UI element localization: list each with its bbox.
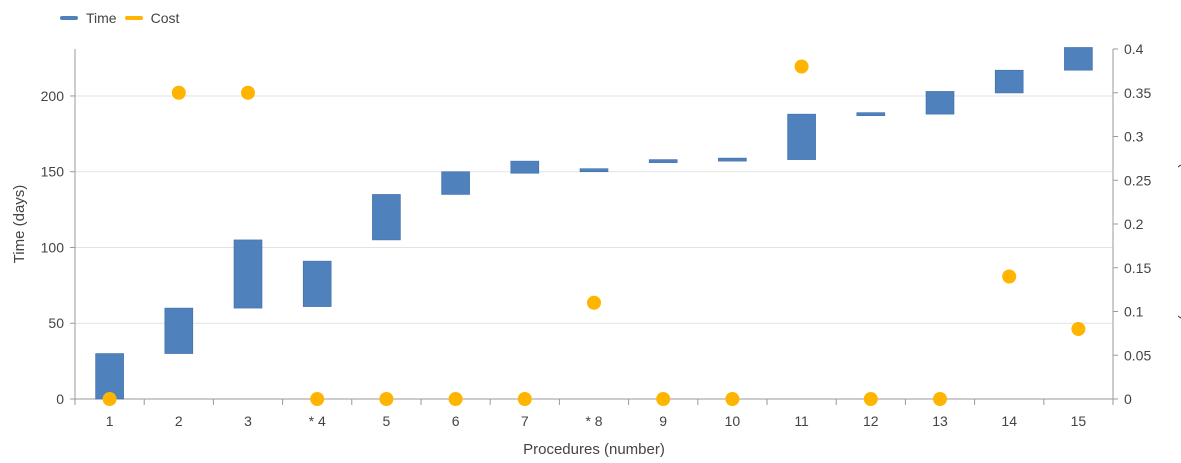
- bar-time: [787, 113, 816, 160]
- y-left-tick-label: 150: [41, 164, 65, 180]
- point-cost: [863, 392, 878, 406]
- bar-time: [925, 91, 955, 115]
- point-cost: [1071, 322, 1086, 336]
- y-left-tick-label: 0: [56, 391, 64, 407]
- x-tick-label: * 8: [585, 413, 602, 429]
- legend-item-cost[interactable]: Cost: [124, 10, 180, 26]
- y-right-tick-label: 0.15: [1124, 260, 1151, 276]
- x-tick-label: 3: [244, 413, 252, 429]
- y-left-tick-label: 200: [41, 88, 65, 104]
- point-cost: [725, 392, 740, 406]
- legend-swatch-time: [60, 16, 78, 20]
- bar-time: [1064, 47, 1093, 71]
- x-tick-label: 9: [659, 413, 667, 429]
- y-left-tick-label: 100: [41, 239, 65, 255]
- y-right-tick-label: 0.25: [1124, 172, 1151, 188]
- y-right-tick-label: 0.3: [1124, 129, 1144, 145]
- legend-label-time: Time: [86, 10, 117, 26]
- point-cost: [794, 59, 809, 74]
- x-tick-label: 1: [106, 413, 114, 429]
- point-cost: [171, 85, 186, 100]
- y-right-tick-label: 0.2: [1124, 216, 1144, 232]
- bar-time: [579, 168, 609, 173]
- y-right-tick-label: 0: [1124, 391, 1132, 407]
- x-tick-label: 14: [1001, 413, 1017, 429]
- bar-time: [510, 160, 540, 174]
- bar-time: [164, 307, 194, 354]
- y-right-tick-label: 0.05: [1124, 347, 1151, 363]
- point-cost: [517, 392, 532, 406]
- x-tick-label: 5: [383, 413, 391, 429]
- legend-label-cost: Cost: [150, 10, 180, 26]
- x-tick-label: 12: [863, 413, 879, 429]
- point-cost: [933, 392, 947, 406]
- legend-item-time[interactable]: Time: [60, 10, 117, 26]
- legend-swatch-cost: [124, 16, 143, 20]
- y-axis-left-title: Time (days): [11, 185, 28, 264]
- point-cost: [379, 392, 394, 406]
- x-tick-label: 6: [452, 413, 460, 429]
- legend: Time Cost: [60, 10, 187, 26]
- bar-time: [856, 112, 886, 116]
- y-right-tick-label: 0.1: [1124, 304, 1144, 320]
- x-tick-label: 13: [932, 413, 948, 429]
- y-right-tick-label: 0.4: [1124, 41, 1144, 57]
- x-tick-label: 15: [1071, 413, 1087, 429]
- bar-time: [441, 171, 470, 195]
- x-tick-label: 2: [175, 413, 183, 429]
- bar-time: [233, 239, 263, 309]
- bar-time: [718, 157, 747, 162]
- point-cost: [241, 85, 255, 100]
- point-cost: [587, 295, 601, 310]
- y-left-tick-label: 50: [48, 315, 64, 331]
- x-axis-title: Procedures (number): [523, 441, 665, 458]
- bar-time: [994, 69, 1024, 94]
- bar-time: [648, 159, 678, 163]
- bar-time: [372, 194, 401, 241]
- x-tick-label: * 4: [309, 413, 326, 429]
- point-cost: [656, 392, 671, 406]
- y-axis-right-title: Cost (% of warehouse value): [1177, 128, 1181, 321]
- x-tick-label: 11: [794, 413, 809, 429]
- point-cost: [1002, 269, 1017, 284]
- point-cost: [448, 392, 463, 406]
- point-cost: [102, 392, 117, 406]
- point-cost: [310, 392, 325, 406]
- y-right-tick-label: 0.35: [1124, 85, 1151, 101]
- x-tick-label: 10: [725, 413, 741, 429]
- bar-time: [302, 260, 332, 307]
- bar-time: [95, 353, 124, 400]
- x-tick-label: 7: [521, 413, 529, 429]
